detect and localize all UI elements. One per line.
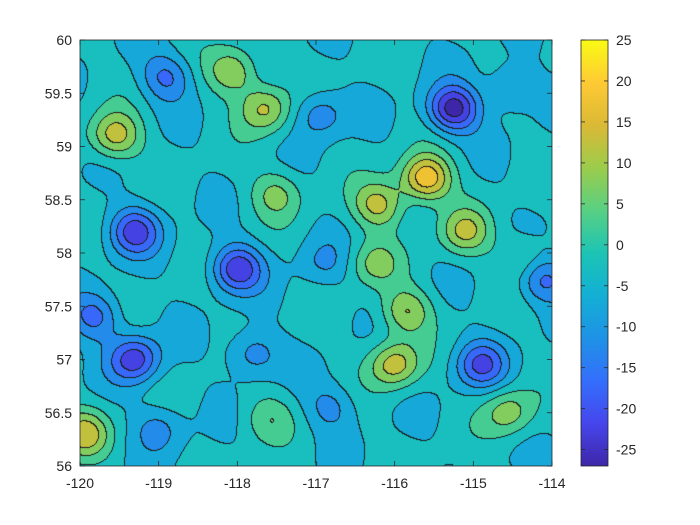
y-tick-label: 60 (56, 32, 72, 48)
y-tick-label: 57.5 (45, 298, 72, 314)
y-tick-label: 58 (56, 245, 72, 261)
colorbar-tick-label: 20 (616, 73, 632, 89)
contour-fill (80, 40, 552, 466)
x-tick-label: -118 (224, 475, 251, 491)
colorbar-tick-label: -20 (616, 401, 636, 417)
x-axis: -120 -119 -118 -117 -116 -115 -114 (66, 40, 566, 491)
y-tick-label: 56.5 (45, 405, 72, 421)
colorbar-strip (580, 39, 609, 467)
colorbar-tick-label: 25 (616, 32, 632, 48)
y-axis: 56 56.5 57 57.5 58 58.5 59 59.5 60 (45, 32, 552, 474)
y-tick-label: 58.5 (45, 192, 72, 208)
colorbar-tick-label: 10 (616, 155, 632, 171)
x-tick-label: -119 (145, 475, 172, 491)
colorbar-tick-label: -10 (616, 319, 636, 335)
y-tick-label: 59.5 (45, 85, 72, 101)
x-tick-label: -114 (539, 475, 566, 491)
x-tick-label: -115 (460, 475, 487, 491)
x-tick-label: -116 (381, 475, 408, 491)
y-tick-label: 59 (56, 139, 72, 155)
y-tick-label: 57 (56, 352, 72, 368)
colorbar-tick-label: 0 (616, 237, 624, 253)
y-tick-label: 56 (56, 458, 72, 474)
colorbar-tick-label: -25 (616, 442, 636, 458)
colorbar-ticks: 25 20 15 10 5 0 -5 -10 -15 -20 -25 (581, 32, 636, 458)
x-tick-label: -120 (66, 475, 94, 491)
colorbar-tick-label: 5 (616, 196, 624, 212)
colorbar-tick-label: -15 (616, 360, 636, 376)
colorbar-tick-label: 15 (616, 114, 632, 130)
x-tick-label: -117 (303, 475, 330, 491)
colorbar-tick-label: -5 (616, 278, 629, 294)
colorbar: 25 20 15 10 5 0 -5 -10 -15 -20 -25 (580, 32, 636, 467)
plot-area (80, 40, 552, 466)
